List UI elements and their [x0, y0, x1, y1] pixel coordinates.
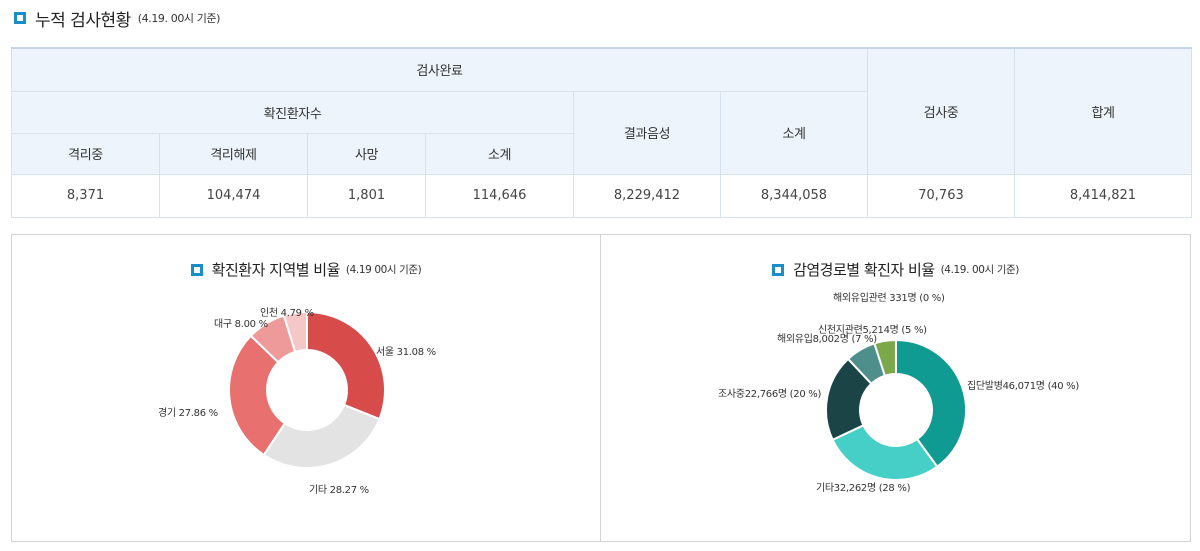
header-subtotal-complete: 소계	[720, 90, 868, 175]
slice-label-대구: 대구 8.00 %	[214, 318, 268, 330]
slice-label-조사중: 조사중22,766명 (20 %)	[718, 388, 821, 400]
cell-testing: 70,763	[867, 173, 1015, 218]
slice-경기	[228, 334, 287, 457]
header-deaths: 사망	[307, 132, 426, 175]
header-released: 격리해제	[159, 132, 308, 175]
cell-deaths: 1,801	[307, 173, 426, 218]
route-chart-panel: 감염경로별 확진자 비율 (4.19. 00시 기준) 집단발병46,071명 …	[600, 234, 1191, 542]
slice-서울	[306, 310, 386, 421]
header-testing: 검사중	[867, 47, 1015, 175]
slice-label-해외유입관련: 해외유입관련 331명 (0 %)	[833, 291, 945, 304]
route-chart-basis: (4.19. 00시 기준)	[940, 264, 1020, 276]
slice-label-집단발병: 집단발병46,071명 (40 %)	[967, 380, 1079, 392]
square-bullet-icon	[14, 12, 26, 24]
cell-total: 8,414,821	[1014, 173, 1192, 218]
test-status-table: 검사완료 검사중 합계 확진환자수 결과음성 소계 격리중 격리해제 사망 소계…	[11, 47, 1192, 218]
slice-label-기타: 기타32,262명 (28 %)	[816, 482, 911, 494]
slice-label-신천지관련: 신천지관련5,214명 (5 %)	[818, 324, 927, 336]
page-title-basis: (4.19. 00시 기준)	[137, 12, 221, 25]
route-donut-chart: 집단발병46,071명 (40 %) 기타32,262명 (28 %) 조사중22,…	[718, 291, 1080, 494]
header-confirmed-cases: 확진환자수	[11, 90, 574, 134]
square-bullet-icon	[190, 263, 203, 276]
page-title: 누적 검사현황 (4.19. 00시 기준)	[14, 7, 221, 31]
slice-인천	[282, 310, 308, 354]
cell-isolated: 8,371	[11, 173, 160, 218]
slice-label-경기: 경기 27.86 %	[158, 406, 218, 419]
route-chart-title-text: 감염경로별 확진자 비율	[793, 261, 935, 279]
slice-label-해외유입: 해외유입8,002명 (7 %)	[777, 332, 877, 345]
square-bullet-icon	[772, 263, 785, 276]
cell-subtotal-confirmed: 114,646	[425, 173, 574, 218]
slice-신천지관련	[873, 338, 897, 378]
slice-label-인천: 인천 4.79 %	[260, 307, 314, 319]
page-title-text: 누적 검사현황	[35, 10, 131, 31]
route-chart-title: 감염경로별 확진자 비율 (4.19. 00시 기준)	[601, 259, 1190, 280]
region-donut-chart: 서울 31.08 % 기타 28.27 % 경기 27.86 % 대구 8.00 %인…	[158, 307, 436, 496]
header-subtotal-confirmed: 소계	[425, 132, 574, 175]
header-total: 합계	[1014, 47, 1192, 175]
cell-negative: 8,229,412	[573, 173, 721, 218]
header-test-complete: 검사완료	[11, 47, 868, 92]
slice-기타	[831, 423, 939, 481]
region-chart-title: 확진환자 지역별 비율 (4.19 00시 기준)	[12, 259, 600, 280]
slice-label-서울: 서울 31.08 %	[376, 346, 436, 358]
region-chart-panel: 확진환자 지역별 비율 (4.19 00시 기준) 서울 31.08 % 기타 2…	[11, 234, 601, 542]
slice-label-기타: 기타 28.27 %	[309, 484, 369, 496]
cell-released: 104,474	[159, 173, 308, 218]
region-chart-title-text: 확진환자 지역별 비율	[211, 261, 341, 279]
table-row: 8,371 104,474 1,801 114,646 8,229,412 8,…	[11, 173, 1192, 218]
header-negative: 결과음성	[573, 90, 721, 175]
header-isolated: 격리중	[11, 132, 160, 175]
slice-집단발병	[895, 338, 967, 469]
slice-기타	[262, 403, 381, 469]
cell-subtotal-complete: 8,344,058	[720, 173, 868, 218]
region-chart-basis: (4.19 00시 기준)	[345, 264, 422, 276]
